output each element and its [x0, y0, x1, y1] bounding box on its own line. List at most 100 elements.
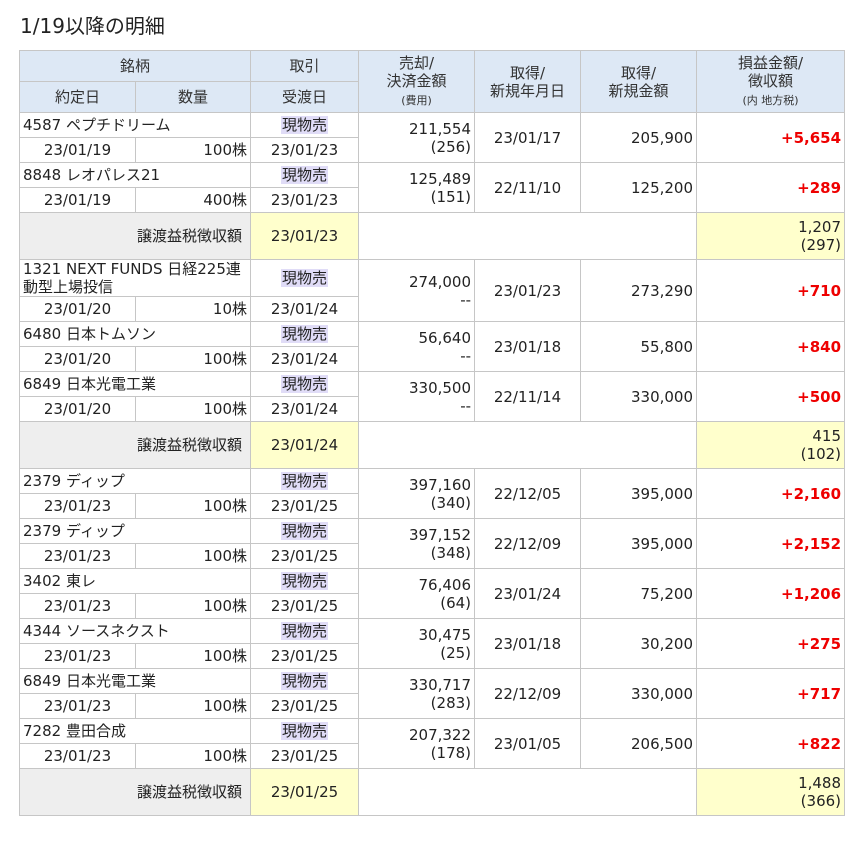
exec-date: 23/01/23	[19, 643, 136, 669]
header-cell: 取引	[250, 50, 360, 82]
trade-subrow: 23/01/23 100株 23/01/25	[19, 543, 845, 569]
sell-amount: 125,489 (151)	[358, 162, 476, 213]
sub-value: --	[460, 346, 472, 365]
trade-type: 現物売	[250, 321, 360, 347]
header-text: 取得/	[620, 63, 657, 82]
settle-date: 23/01/25	[250, 743, 360, 769]
stock-name: 1321 NEXT FUNDS 日経225連動型上場投信	[18, 259, 252, 297]
trade-row: 2379 ディップ 現物売 397,152 (348) 22/12/09 395,000 +…	[18, 518, 846, 569]
settle-date: 23/01/24	[250, 346, 360, 372]
settle-date: 23/01/24	[250, 396, 360, 422]
header-text: 徴収額	[748, 71, 794, 90]
sub-value: (366)	[800, 792, 842, 810]
trade-row: 8848 レオパレス21 現物売 125,489 (151) 22/11/10 125,2…	[18, 162, 846, 213]
sell-amount: 56,640 --	[358, 321, 476, 372]
trade-row: 4587 ペプチドリーム 現物売 211,554 (256) 23/01/17 205,9…	[18, 112, 846, 163]
sell-amount: 330,500 --	[358, 371, 476, 422]
settle-date: 23/01/24	[250, 296, 360, 322]
trade-kind: 現物売	[281, 722, 329, 740]
quantity: 10株	[134, 296, 252, 322]
sub-value: (64)	[440, 593, 472, 612]
trade-row: 6849 日本光電工業 現物売 330,500 -- 22/11/14 330,000 +5…	[18, 371, 846, 422]
trade-type: 現物売	[250, 371, 360, 397]
value: 1,207	[798, 218, 842, 236]
profit-loss: +2,160	[696, 468, 846, 519]
exec-date: 23/01/19	[19, 137, 136, 163]
trade-type: 現物売	[250, 112, 360, 138]
quantity: 100株	[134, 693, 252, 719]
sub-value: (283)	[430, 693, 472, 712]
exec-date: 23/01/23	[19, 693, 136, 719]
trade-subrow: 23/01/19 100株 23/01/23	[19, 137, 845, 163]
sub-value: (348)	[430, 543, 472, 562]
empty-cell	[358, 421, 698, 469]
trade-row: 4344 ソースネクスト 現物売 30,475 (25) 23/01/18 30,200 +…	[18, 618, 846, 669]
stock-name: 2379 ディップ	[18, 518, 252, 544]
profit-loss: +289	[696, 162, 846, 213]
trade-subrow: 23/01/23 100株 23/01/25	[19, 693, 845, 719]
trade-kind: 現物売	[281, 472, 329, 490]
exec-date: 23/01/23	[19, 493, 136, 519]
table-body: 4587 ペプチドリーム 現物売 211,554 (256) 23/01/17 205,9…	[18, 112, 846, 816]
trade-row: 7282 豊田合成 現物売 207,322 (178) 23/01/05 206,500 +…	[18, 718, 846, 769]
acq-amount: 330,000	[580, 668, 698, 719]
header-text: 決済金額	[386, 71, 447, 90]
tax-row: 譲渡益税徴収額 23/01/24 415 (102)	[18, 421, 846, 469]
trade-subrow: 23/01/20 10株 23/01/24	[19, 296, 845, 322]
value: 397,152	[408, 525, 472, 544]
tax-amount: 1,488 (366)	[696, 768, 846, 816]
value: 330,717	[408, 675, 472, 694]
empty-cell	[358, 212, 698, 260]
header-cell: 売却/決済金額 (費用)	[358, 50, 476, 113]
sell-amount: 330,717 (283)	[358, 668, 476, 719]
acq-date: 23/01/18	[474, 321, 582, 372]
sell-amount: 274,000 --	[358, 259, 476, 322]
header-text: 新規金額	[608, 81, 669, 100]
profit-loss: +840	[696, 321, 846, 372]
trade-type: 現物売	[250, 668, 360, 694]
tax-label: 譲渡益税徴収額	[18, 212, 252, 260]
stock-name: 6480 日本トムソン	[18, 321, 252, 347]
acq-date: 22/12/09	[474, 518, 582, 569]
stock-name: 4344 ソースネクスト	[18, 618, 252, 644]
settle-date: 23/01/25	[250, 643, 360, 669]
value: 1,488	[798, 774, 842, 792]
sub-value: --	[460, 290, 472, 309]
trade-subrow: 23/01/19 400株 23/01/23	[19, 187, 845, 213]
header-text: 取得/	[509, 63, 546, 82]
stock-name: 3402 東レ	[18, 568, 252, 594]
tax-label: 譲渡益税徴収額	[18, 421, 252, 469]
header-text: 損益金額/	[737, 53, 804, 72]
stock-name: 6849 日本光電工業	[18, 371, 252, 397]
tax-label: 譲渡益税徴収額	[18, 768, 252, 816]
trade-subrow: 23/01/20 100株 23/01/24	[19, 396, 845, 422]
acq-date: 23/01/05	[474, 718, 582, 769]
value: 330,500	[408, 378, 472, 397]
stock-name: 4587 ペプチドリーム	[18, 112, 252, 138]
sub-value: (340)	[430, 493, 472, 512]
exec-date: 23/01/23	[19, 543, 136, 569]
sub-value: (102)	[800, 445, 842, 463]
quantity: 100株	[134, 743, 252, 769]
trade-row: 2379 ディップ 現物売 397,160 (340) 22/12/05 395,000 +…	[18, 468, 846, 519]
trade-row: 1321 NEXT FUNDS 日経225連動型上場投信 現物売 274,000 --…	[18, 259, 846, 322]
profit-loss: +5,654	[696, 112, 846, 163]
exec-date: 23/01/20	[19, 296, 136, 322]
trade-kind: 現物売	[281, 622, 329, 640]
quantity: 100株	[134, 396, 252, 422]
trade-type: 現物売	[250, 468, 360, 494]
settle-date: 23/01/25	[250, 768, 360, 816]
acq-date: 23/01/24	[474, 568, 582, 619]
trade-subrow: 23/01/23 100株 23/01/25	[19, 743, 845, 769]
settle-date: 23/01/23	[250, 137, 360, 163]
sell-amount: 76,406 (64)	[358, 568, 476, 619]
settle-date: 23/01/23	[250, 212, 360, 260]
value: 397,160	[408, 475, 472, 494]
stock-name: 8848 レオパレス21	[18, 162, 252, 188]
header-sub: (費用)	[401, 93, 432, 107]
value: 211,554	[408, 119, 472, 138]
trade-kind: 現物売	[281, 269, 329, 287]
trade-subrow: 23/01/23 100株 23/01/25	[19, 593, 845, 619]
acq-date: 22/11/14	[474, 371, 582, 422]
value: 274,000	[408, 272, 472, 291]
